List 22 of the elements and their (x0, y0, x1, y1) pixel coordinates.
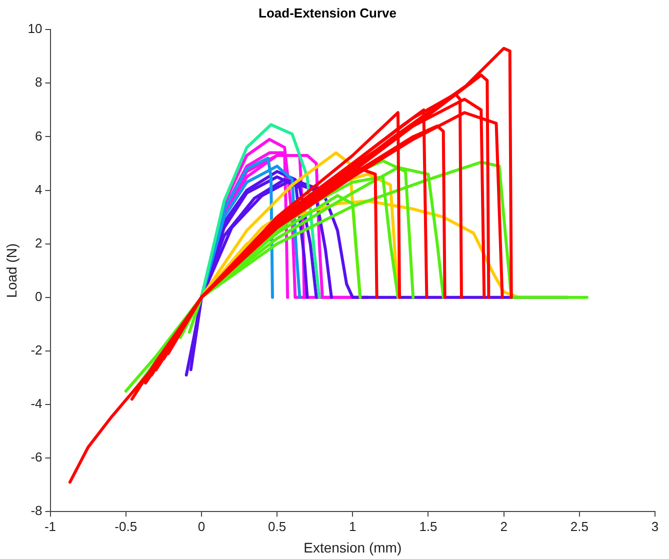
y-tick-label: 2 (35, 235, 42, 250)
y-tick-label: -4 (30, 396, 42, 412)
y-tick-label: 4 (35, 182, 42, 197)
x-tick-label: -1 (44, 518, 56, 534)
y-tick-label: -6 (30, 450, 42, 465)
y-axis-title: Load (N) (3, 243, 20, 298)
x-tick-label: 0.5 (268, 518, 286, 534)
y-tick-label: 8 (35, 74, 42, 90)
x-tick-label: 2.5 (570, 518, 588, 534)
y-tick-label: -2 (30, 342, 42, 358)
x-axis-title: Extension (mm) (304, 539, 402, 556)
y-tick-label: 0 (35, 288, 42, 304)
x-tick-label: 2 (500, 518, 508, 534)
x-tick-label: -0.5 (114, 518, 138, 534)
x-tick-label: 1.5 (419, 518, 438, 534)
x-tick-label: 0 (198, 518, 206, 534)
y-tick-label: 6 (35, 128, 42, 144)
chart-title: Load-Extension Curve (258, 5, 396, 20)
x-tick-label: 3 (651, 518, 659, 534)
y-tick-label: 10 (28, 21, 42, 36)
x-tick-label: 1 (349, 518, 356, 534)
y-tick-label: -8 (30, 503, 42, 518)
